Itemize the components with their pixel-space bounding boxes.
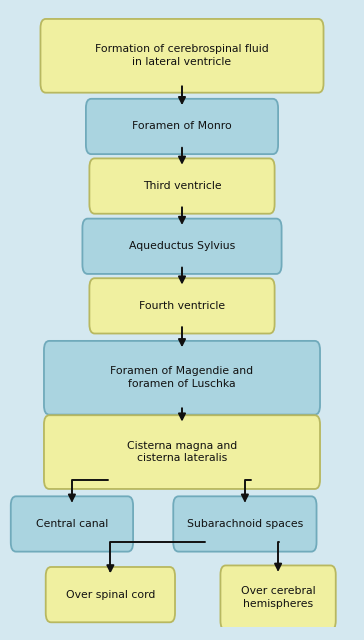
FancyBboxPatch shape [11, 497, 133, 552]
FancyBboxPatch shape [86, 99, 278, 154]
Text: Aqueductus Sylvius: Aqueductus Sylvius [129, 241, 235, 252]
FancyBboxPatch shape [82, 219, 282, 274]
Text: Foramen of Magendie and
foramen of Luschka: Foramen of Magendie and foramen of Lusch… [110, 366, 254, 389]
Text: Subarachnoid spaces: Subarachnoid spaces [187, 519, 303, 529]
Text: Cisterna magna and
cisterna lateralis: Cisterna magna and cisterna lateralis [127, 441, 237, 463]
Text: Third ventricle: Third ventricle [143, 181, 221, 191]
FancyBboxPatch shape [40, 19, 324, 93]
Text: Formation of cerebrospinal fluid
in lateral ventricle: Formation of cerebrospinal fluid in late… [95, 44, 269, 67]
FancyBboxPatch shape [44, 341, 320, 415]
Text: Foramen of Monro: Foramen of Monro [132, 122, 232, 131]
Text: Central canal: Central canal [36, 519, 108, 529]
Text: Fourth ventricle: Fourth ventricle [139, 301, 225, 311]
Text: Over cerebral
hemispheres: Over cerebral hemispheres [241, 586, 316, 609]
FancyBboxPatch shape [90, 159, 274, 214]
FancyBboxPatch shape [173, 497, 317, 552]
FancyBboxPatch shape [221, 566, 336, 630]
FancyBboxPatch shape [46, 567, 175, 622]
FancyBboxPatch shape [44, 415, 320, 489]
Text: Over spinal cord: Over spinal cord [66, 589, 155, 600]
FancyBboxPatch shape [90, 278, 274, 333]
